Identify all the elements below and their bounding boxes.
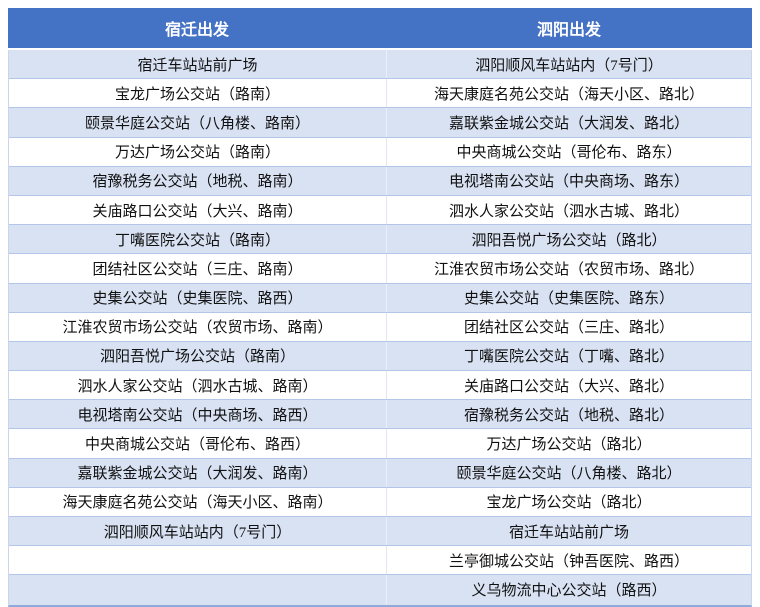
table-cell: 嘉联紫金城公交站（大润发、路北） (385, 108, 751, 137)
table-cell: 泗阳顺风车站站内（7号门） (385, 50, 751, 79)
table-cell: 团结社区公交站（三庄、路北） (385, 312, 751, 341)
table-cell: 万达广场公交站（路北） (385, 429, 751, 458)
table-row: 泗阳吾悦广场公交站（路南） 丁嘴医院公交站（丁嘴、路北） (9, 341, 751, 372)
table-cell: 海天康庭名苑公交站（海天小区、路南） (62, 495, 333, 512)
table-row: 电视塔南公交站（中央商场、路西） 宿豫税务公交站（地税、路北） (9, 400, 751, 430)
table-cell: 丁嘴医院公交站（丁嘴、路北） (385, 341, 751, 371)
table-cell: 中央商城公交站（哥伦布、路东） (385, 137, 751, 166)
table-cell: 颐景华庭公交站（八角楼、路北） (385, 458, 751, 487)
table-row: 宿迁车站站前广场 泗阳顺风车站站内（7号门） (9, 50, 751, 80)
table-row: 泗阳顺风车站站内（7号门） 宿迁车站站前广场 (9, 517, 751, 547)
table-row: 义乌物流中心公交站（路西） (9, 575, 751, 605)
header-siyang-departure: 泗阳出发 (536, 22, 601, 39)
table-cell: 史集公交站（史集医院、路东） (385, 283, 751, 312)
table-row: 史集公交站（史集医院、路西） 史集公交站（史集医院、路东） (9, 283, 751, 313)
table-cell: 宿豫税务公交站（地税、路南） (92, 174, 303, 191)
table-row: 团结社区公交站（三庄、路南） 江淮农贸市场公交站（农贸市场、路北） (9, 254, 751, 284)
table-cell: 泗阳顺风车站站内（7号门） (103, 524, 292, 541)
table-row: 颐景华庭公交站（八角楼、路南） 嘉联紫金城公交站（大润发、路北） (9, 108, 751, 138)
table-cell: 万达广场公交站（路南） (114, 145, 280, 162)
bus-departure-table: 宿迁出发 泗阳出发 宿迁车站站前广场 泗阳顺风车站站内（7号门） 宝龙广场公交站（路… (8, 8, 752, 607)
table-cell: 泗阳吾悦广场公交站（路南） (99, 349, 295, 366)
table-cell: 兰亭御城公交站（钟吾医院、路西） (385, 546, 751, 575)
table-body: 宿迁车站站前广场 泗阳顺风车站站内（7号门） 宝龙广场公交站（路南） 海天康庭名苑公交… (8, 50, 752, 607)
table-row: 万达广场公交站（路南） 中央商城公交站（哥伦布、路东） (9, 137, 751, 167)
table-row: 嘉联紫金城公交站（大润发、路南） 颐景华庭公交站（八角楼、路北） (9, 458, 751, 488)
header-suqian-departure: 宿迁出发 (164, 22, 229, 39)
table-cell: 电视塔南公交站（中央商场、路东） (385, 166, 751, 195)
table-cell: 宿迁车站站前广场 (385, 517, 751, 546)
table-cell: 宿迁车站站前广场 (137, 57, 258, 74)
table-cell: 宝龙广场公交站（路南） (114, 86, 280, 103)
table-header-row: 宿迁出发 泗阳出发 (8, 8, 752, 48)
table-row: 中央商城公交站（哥伦布、路西） 万达广场公交站（路北） (9, 429, 751, 459)
table-row: 海天康庭名苑公交站（海天小区、路南） 宝龙广场公交站（路北） (9, 487, 751, 517)
table-cell: 中央商城公交站（哥伦布、路西） (84, 437, 310, 454)
table-cell: 丁嘴医院公交站（路南） (114, 232, 280, 249)
table-cell: 泗水人家公交站（泗水古城、路南） (77, 378, 318, 395)
table-cell (9, 546, 386, 574)
table-row: 泗水人家公交站（泗水古城、路南） 关庙路口公交站（大兴、路北） (9, 371, 751, 401)
table-cell: 嘉联紫金城公交站（大润发、路南） (77, 466, 318, 483)
table-cell (9, 575, 386, 604)
table-cell: 宿豫税务公交站（地税、路北） (385, 400, 751, 429)
table-row: 宿豫税务公交站（地税、路南） 电视塔南公交站（中央商场、路东） (9, 166, 751, 196)
table-cell: 江淮农贸市场公交站（农贸市场、路北） (385, 254, 751, 283)
table-cell: 电视塔南公交站（中央商场、路西） (77, 407, 318, 424)
table-cell: 泗阳吾悦广场公交站（路北） (385, 225, 751, 254)
table-cell: 义乌物流中心公交站（路西） (385, 575, 751, 605)
table-row: 宝龙广场公交站（路南） 海天康庭名苑公交站（海天小区、路北） (9, 79, 751, 109)
table-cell: 团结社区公交站（三庄、路南） (92, 261, 303, 278)
table-row: 兰亭御城公交站（钟吾医院、路西） (9, 546, 751, 576)
table-cell: 关庙路口公交站（大兴、路南） (92, 203, 303, 220)
table-cell: 宝龙广场公交站（路北） (385, 487, 751, 516)
table-cell: 关庙路口公交站（大兴、路北） (385, 371, 751, 400)
table-row: 关庙路口公交站（大兴、路南） 泗水人家公交站（泗水古城、路北） (9, 195, 751, 226)
table-cell: 泗水人家公交站（泗水古城、路北） (385, 195, 751, 225)
table-row: 丁嘴医院公交站（路南） 泗阳吾悦广场公交站（路北） (9, 225, 751, 255)
table-cell: 江淮农贸市场公交站（农贸市场、路南） (62, 320, 333, 337)
table-row: 江淮农贸市场公交站（农贸市场、路南） 团结社区公交站（三庄、路北） (9, 312, 751, 342)
table-cell: 史集公交站（史集医院、路西） (92, 291, 303, 308)
table-cell: 海天康庭名苑公交站（海天小区、路北） (385, 79, 751, 108)
table-cell: 颐景华庭公交站（八角楼、路南） (84, 115, 310, 132)
